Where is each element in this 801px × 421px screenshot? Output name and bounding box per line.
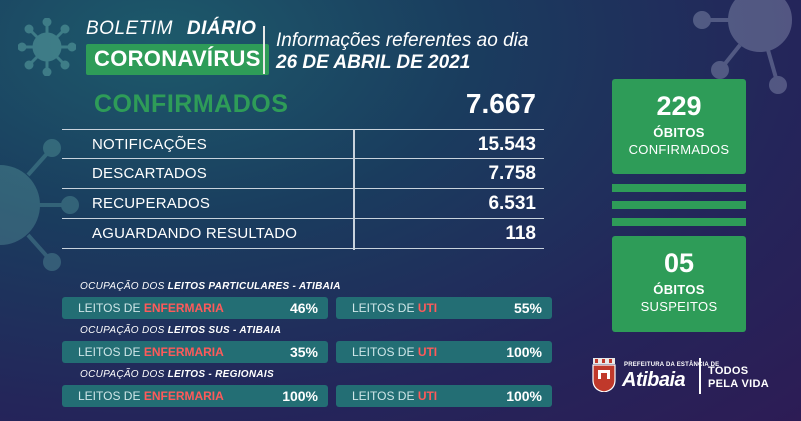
uti-pill: LEITOS DE UTI 100% [336, 341, 552, 363]
confirmados-label: CONFIRMADOS [94, 90, 289, 118]
leitos-section-title: OCUPAÇÃO DOS LEITOS PARTICULARES - ATIBA… [80, 280, 552, 294]
prefeitura-logo: PREFEITURA DA ESTÂNCIA DE Atibaia TODOS … [590, 356, 790, 396]
boletim-heading: BOLETIM DIÁRIO [86, 18, 269, 40]
obitos-confirmados-card: 229 ÓBITOS CONFIRMADOS [612, 79, 746, 174]
title-bold: LEITOS SUS - ATIBAIA [167, 325, 282, 336]
stat-label: DESCARTADOS [92, 165, 208, 182]
title-prefix: OCUPAÇÃO DOS [80, 281, 168, 292]
uti-pill: LEITOS DE UTI 100% [336, 385, 552, 407]
pill-em: ENFERMARIA [143, 301, 224, 315]
prefeitura-name: Atibaia [622, 369, 686, 391]
uti-pill: LEITOS DE UTI 55% [336, 297, 552, 319]
stat-value: 7.758 [488, 163, 536, 184]
info-line: Informações referentes ao dia [276, 30, 529, 51]
stat-label: NOTIFICAÇÕES [92, 136, 207, 153]
stats-table: NOTIFICAÇÕES 15.543 DESCARTADOS 7.758 RE… [62, 129, 544, 249]
prefeitura-small-text: PREFEITURA DA ESTÂNCIA DE [624, 362, 720, 368]
obitos-confirmados-line1: ÓBITOS [653, 125, 705, 140]
header-divider [263, 26, 265, 74]
stat-row-recuperados: RECUPERADOS 6.531 [62, 189, 544, 219]
obitos-suspeitos-number: 05 [663, 248, 695, 278]
pill-prefix: LEITOS DE [352, 345, 418, 359]
leitos-section-title: OCUPAÇÃO DOS LEITOS - REGIONAIS [80, 368, 552, 382]
pill-pct: 100% [506, 344, 542, 360]
title-prefix: OCUPAÇÃO DOS [80, 325, 168, 336]
pill-prefix: LEITOS DE [352, 389, 418, 403]
stats-column-divider [353, 129, 355, 250]
slogan-line1: TODOS [708, 365, 749, 377]
obitos-suspeitos-card: 05 ÓBITOS SUSPEITOS [612, 236, 746, 332]
pill-pct: 55% [513, 300, 542, 316]
obitos-suspeitos-line2: SUSPEITOS [640, 299, 718, 314]
decorative-stripe [612, 201, 746, 209]
leitos-section-title: OCUPAÇÃO DOS LEITOS SUS - ATIBAIA [80, 324, 552, 338]
enfermaria-pill: LEITOS DE ENFERMARIA 100% [62, 385, 328, 407]
stat-value: 118 [505, 223, 536, 244]
pill-em: ENFERMARIA [143, 389, 224, 403]
obitos-confirmados-number: 229 [656, 91, 702, 121]
title-bold: LEITOS PARTICULARES - ATIBAIA [167, 281, 341, 292]
info-text: Informações referentes ao dia 26 DE ABRI… [276, 30, 528, 74]
pill-em: UTI [417, 345, 438, 359]
confirmados-value: 7.667 [465, 88, 536, 119]
coronavirus-badge: CORONAVÍRUS [86, 44, 269, 75]
pill-pct: 46% [289, 300, 318, 316]
slogan-line2: PELA VIDA [708, 378, 769, 390]
pill-pct: 100% [282, 388, 318, 404]
header-title: BOLETIM DIÁRIO CORONAVÍRUS [86, 18, 269, 75]
pill-prefix: LEITOS DE [78, 301, 144, 315]
enfermaria-pill: LEITOS DE ENFERMARIA 46% [62, 297, 328, 319]
stat-row-aguardando: AGUARDANDO RESULTADO 118 [62, 219, 544, 249]
leitos-section: OCUPAÇÃO DOS LEITOS PARTICULARES - ATIBA… [62, 280, 552, 412]
title-prefix: OCUPAÇÃO DOS [80, 369, 168, 380]
obitos-confirmados-line2: CONFIRMADOS [628, 142, 730, 157]
confirmados-row: CONFIRMADOS 7.667 [94, 88, 540, 122]
obitos-suspeitos-line1: ÓBITOS [653, 282, 705, 297]
pill-em: UTI [417, 301, 438, 315]
decorative-stripe [612, 218, 746, 226]
pill-prefix: LEITOS DE [78, 345, 144, 359]
boletim-label: BOLETIM [86, 18, 173, 39]
pill-em: UTI [417, 389, 438, 403]
pill-em: ENFERMARIA [143, 345, 224, 359]
stat-value: 15.543 [477, 134, 536, 155]
stat-label: RECUPERADOS [92, 195, 211, 212]
pill-prefix: LEITOS DE [352, 301, 418, 315]
virus-icon [18, 18, 76, 76]
pill-prefix: LEITOS DE [78, 389, 144, 403]
virus-icon [0, 139, 79, 271]
stat-value: 6.531 [488, 193, 536, 214]
virus-icon [693, 0, 792, 94]
title-bold: LEITOS - REGIONAIS [167, 369, 274, 380]
slogan: TODOS PELA VIDA [708, 365, 769, 391]
diario-label: DIÁRIO [186, 18, 257, 39]
stat-row-notificacoes: NOTIFICAÇÕES 15.543 [62, 129, 544, 159]
leitos-pair: LEITOS DE ENFERMARIA 100% LEITOS DE UTI … [62, 385, 552, 407]
report-date: 26 DE ABRIL DE 2021 [276, 52, 471, 73]
leitos-pair: LEITOS DE ENFERMARIA 46% LEITOS DE UTI 5… [62, 297, 552, 319]
leitos-pair: LEITOS DE ENFERMARIA 35% LEITOS DE UTI 1… [62, 341, 552, 363]
decorative-stripe [612, 184, 746, 192]
enfermaria-pill: LEITOS DE ENFERMARIA 35% [62, 341, 328, 363]
pill-pct: 100% [506, 388, 542, 404]
stat-label: AGUARDANDO RESULTADO [92, 225, 298, 242]
pill-pct: 35% [289, 344, 318, 360]
stat-row-descartados: DESCARTADOS 7.758 [62, 159, 544, 189]
crest-icon [592, 358, 616, 392]
logo-divider [699, 358, 701, 394]
